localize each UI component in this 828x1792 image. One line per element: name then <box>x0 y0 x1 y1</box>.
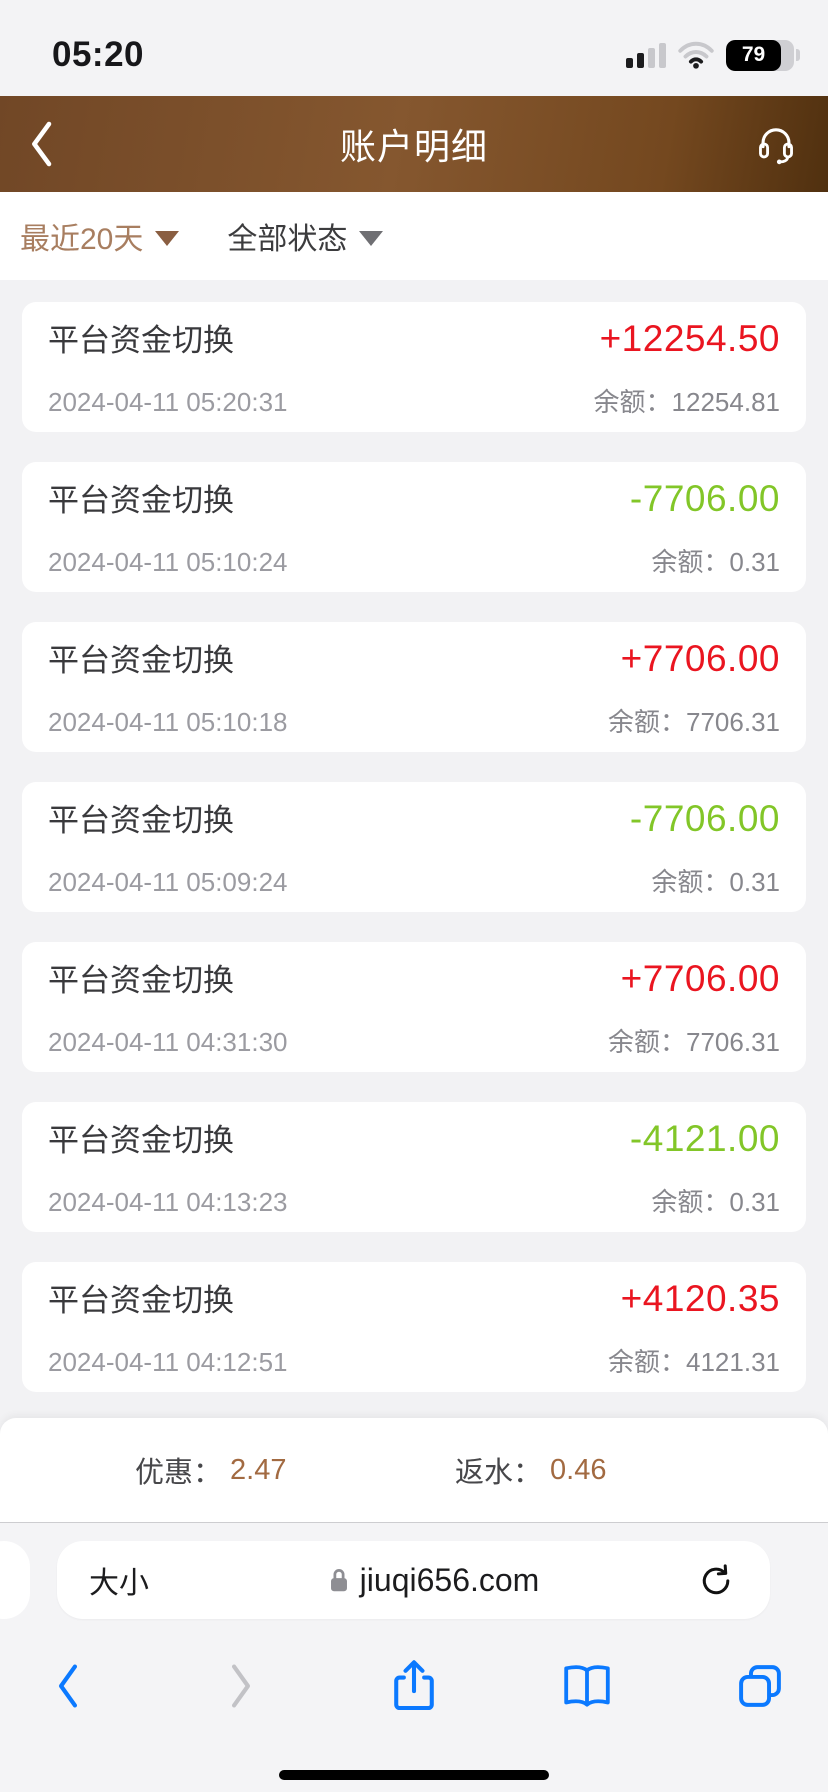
date-range-filter[interactable]: 最近20天 <box>20 214 180 258</box>
reload-button[interactable] <box>660 1563 770 1597</box>
promo-summary: 优惠： 2.47 <box>135 1418 286 1522</box>
transaction-datetime: 2024-04-11 05:09:24 <box>48 867 288 897</box>
rebate-value: 0.46 <box>550 1453 607 1486</box>
browser-back-button[interactable] <box>40 1651 96 1721</box>
transaction-balance: 余额：0.31 <box>651 1187 780 1217</box>
url-bar[interactable]: 大小 jiuqi656.com <box>57 1541 770 1619</box>
summary-bar: 优惠： 2.47 返水： 0.46 <box>0 1418 828 1522</box>
transaction-amount: +7706.00 <box>620 638 780 679</box>
promo-value: 2.47 <box>230 1453 287 1486</box>
status-filter-label: 全部状态 <box>227 223 348 256</box>
transaction-amount: +12254.50 <box>599 318 780 359</box>
transaction-title: 平台资金切换 <box>48 483 234 518</box>
transaction-balance: 余额：4121.31 <box>608 1347 780 1377</box>
promo-label: 优惠： <box>135 1457 223 1489</box>
chevron-down-icon <box>155 230 180 246</box>
transaction-card[interactable]: 平台资金切换 -7706.00 2024-04-11 05:09:24 余额：0… <box>22 782 806 912</box>
transaction-amount: +7706.00 <box>620 958 780 999</box>
forward-icon <box>231 1664 251 1708</box>
date-range-filter-label: 最近20天 <box>20 223 144 256</box>
bookmarks-icon <box>564 1665 610 1707</box>
home-indicator[interactable] <box>279 1770 549 1780</box>
status-icons: 79 <box>626 39 800 71</box>
battery-percent: 79 <box>741 43 766 66</box>
transaction-datetime: 2024-04-11 04:31:30 <box>48 1027 288 1057</box>
filter-row: 最近20天 全部状态 <box>0 192 828 280</box>
transaction-title: 平台资金切换 <box>48 803 234 838</box>
transaction-datetime: 2024-04-11 05:10:24 <box>48 547 288 577</box>
transaction-title: 平台资金切换 <box>48 1123 234 1158</box>
page-title: 账户明细 <box>339 126 488 167</box>
transaction-list: 平台资金切换 +12254.50 2024-04-11 05:20:31 余额：… <box>0 280 828 1418</box>
transaction-title: 平台资金切换 <box>48 643 234 678</box>
transaction-balance: 余额：0.31 <box>651 867 780 897</box>
transaction-card[interactable]: 平台资金切换 +12254.50 2024-04-11 05:20:31 余额：… <box>22 302 806 432</box>
wifi-icon <box>678 41 714 69</box>
app-header: 账户明细 <box>0 96 828 192</box>
transaction-balance: 余额：12254.81 <box>593 387 780 417</box>
back-icon <box>58 1664 78 1708</box>
transaction-card[interactable]: 平台资金切换 -7706.00 2024-04-11 05:10:24 余额：0… <box>22 462 806 592</box>
transaction-card[interactable]: 平台资金切换 -4121.00 2024-04-11 04:13:23 余额：0… <box>22 1102 806 1232</box>
tabs-button[interactable] <box>732 1651 788 1721</box>
transaction-datetime: 2024-04-11 05:10:18 <box>48 707 288 737</box>
rebate-label: 返水： <box>455 1457 543 1489</box>
status-filter[interactable]: 全部状态 <box>227 214 384 258</box>
transaction-card[interactable]: 平台资金切换 +7706.00 2024-04-11 04:31:30 余额：7… <box>22 942 806 1072</box>
text-size-button[interactable]: 大小 <box>89 1567 149 1600</box>
back-button[interactable] <box>26 96 56 192</box>
transaction-title: 平台资金切换 <box>48 963 234 998</box>
battery-icon: 79 <box>726 39 800 71</box>
reload-icon <box>702 1564 730 1595</box>
browser-chrome: 大小 jiuqi656.com <box>0 1522 828 1792</box>
url-text: jiuqi656.com <box>359 1561 540 1598</box>
tabs-icon <box>739 1665 781 1707</box>
transaction-datetime: 2024-04-11 04:13:23 <box>48 1187 288 1217</box>
transaction-amount: +4120.35 <box>620 1278 780 1319</box>
headset-support-icon <box>759 128 793 165</box>
customer-support-button[interactable] <box>754 96 798 192</box>
transaction-balance: 余额：0.31 <box>651 547 780 577</box>
browser-toolbar <box>0 1641 828 1731</box>
address-field[interactable]: jiuqi656.com <box>207 1562 660 1599</box>
transaction-amount: -4121.00 <box>629 1118 780 1159</box>
transaction-title: 平台资金切换 <box>48 323 234 358</box>
status-time: 05:20 <box>52 35 145 74</box>
status-bar: 05:20 79 <box>0 0 828 96</box>
transaction-datetime: 2024-04-11 05:20:31 <box>48 387 288 417</box>
browser-forward-button[interactable] <box>213 1651 269 1721</box>
transaction-card[interactable]: 平台资金切换 +7706.00 2024-04-11 05:10:18 余额：7… <box>22 622 806 752</box>
share-button[interactable] <box>386 1651 442 1721</box>
transaction-card[interactable]: 平台资金切换 +4120.35 2024-04-11 04:12:51 余额：4… <box>22 1262 806 1392</box>
back-chevron-icon <box>32 121 52 167</box>
transaction-balance: 余额：7706.31 <box>608 707 780 737</box>
transaction-title: 平台资金切换 <box>48 1283 234 1318</box>
share-icon <box>394 1660 434 1711</box>
chevron-down-icon <box>359 230 384 246</box>
cellular-signal-icon <box>626 42 666 68</box>
transaction-amount: -7706.00 <box>629 478 780 519</box>
bookmarks-button[interactable] <box>559 1651 615 1721</box>
transaction-amount: -7706.00 <box>629 798 780 839</box>
lock-icon <box>330 1569 347 1592</box>
adjacent-tab-edge[interactable] <box>0 1541 30 1619</box>
rebate-summary: 返水： 0.46 <box>455 1418 606 1522</box>
transaction-balance: 余额：7706.31 <box>608 1027 780 1057</box>
transaction-datetime: 2024-04-11 04:12:51 <box>48 1347 288 1377</box>
